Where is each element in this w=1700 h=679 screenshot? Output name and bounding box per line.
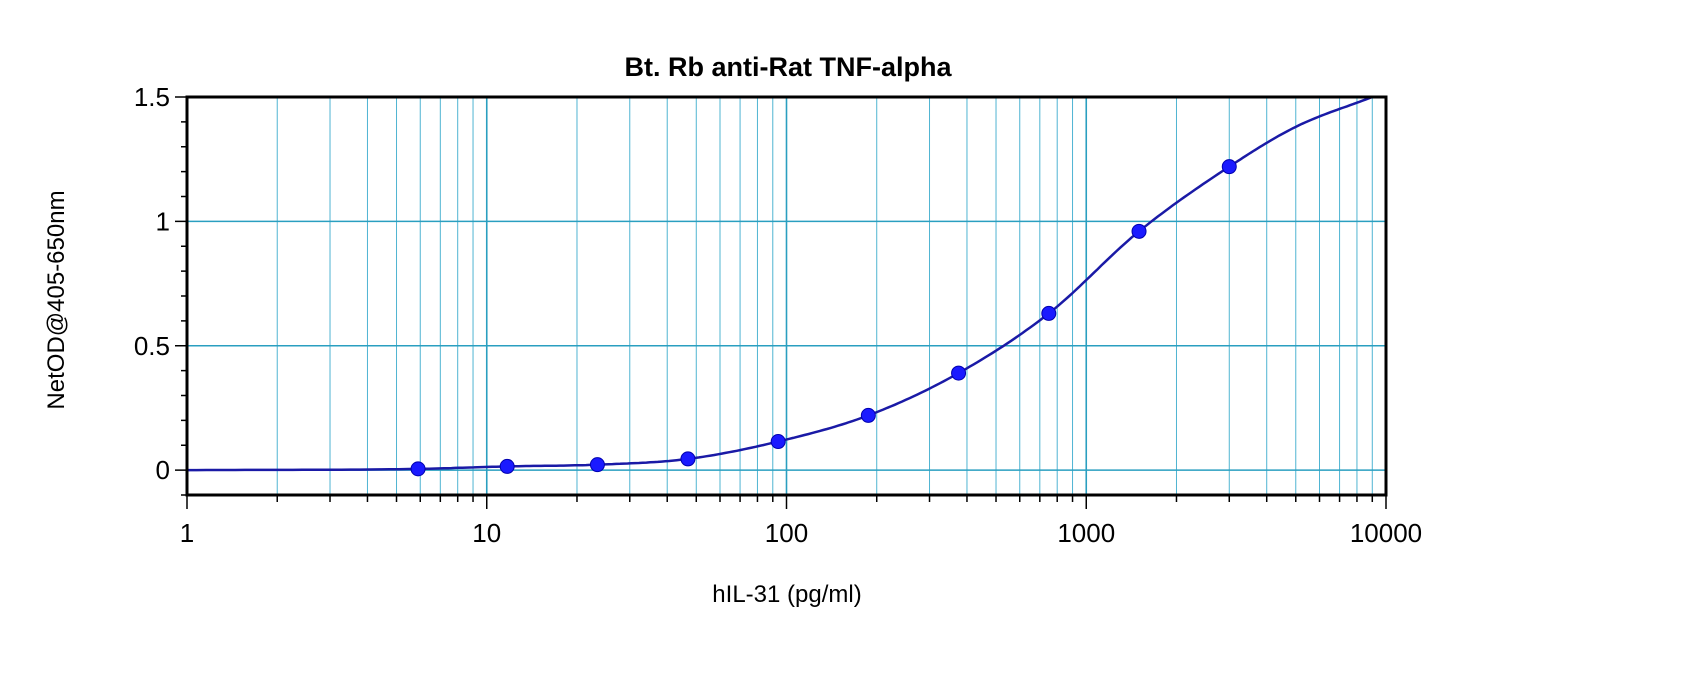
x-tick-label: 10 (472, 518, 501, 548)
data-point (860, 407, 876, 423)
y-tick-labels: 0 0.5 1 1.5 (134, 82, 170, 485)
y-tick-label: 0.5 (134, 331, 170, 361)
data-point (770, 434, 786, 450)
x-tick-label: 10000 (1350, 518, 1422, 548)
grid (187, 97, 1386, 495)
data-point (589, 457, 605, 473)
y-tick-label: 1 (156, 206, 170, 236)
y-axis-label: NetOD@405-650nm (43, 190, 70, 409)
y-tick-label: 1.5 (134, 82, 170, 112)
data-point (680, 451, 696, 467)
data-point (1041, 305, 1057, 321)
data-points (410, 159, 1237, 477)
data-point (1131, 223, 1147, 239)
y-tick-label: 0 (156, 455, 170, 485)
x-tick-label: 1000 (1057, 518, 1115, 548)
x-tick-label: 100 (765, 518, 808, 548)
x-axis-label: hIL-31 (pg/ml) (712, 581, 861, 608)
data-point (951, 365, 967, 381)
x-tick-labels: 1 10 100 1000 10000 (180, 518, 1422, 548)
data-point (499, 458, 515, 474)
x-tick-label: 1 (180, 518, 194, 548)
fit-curve (187, 95, 1373, 472)
plot-frame (185, 95, 1388, 497)
data-point (1221, 159, 1237, 175)
data-point (410, 461, 426, 477)
chart-title: Bt. Rb anti-Rat TNF-alpha (625, 52, 953, 82)
